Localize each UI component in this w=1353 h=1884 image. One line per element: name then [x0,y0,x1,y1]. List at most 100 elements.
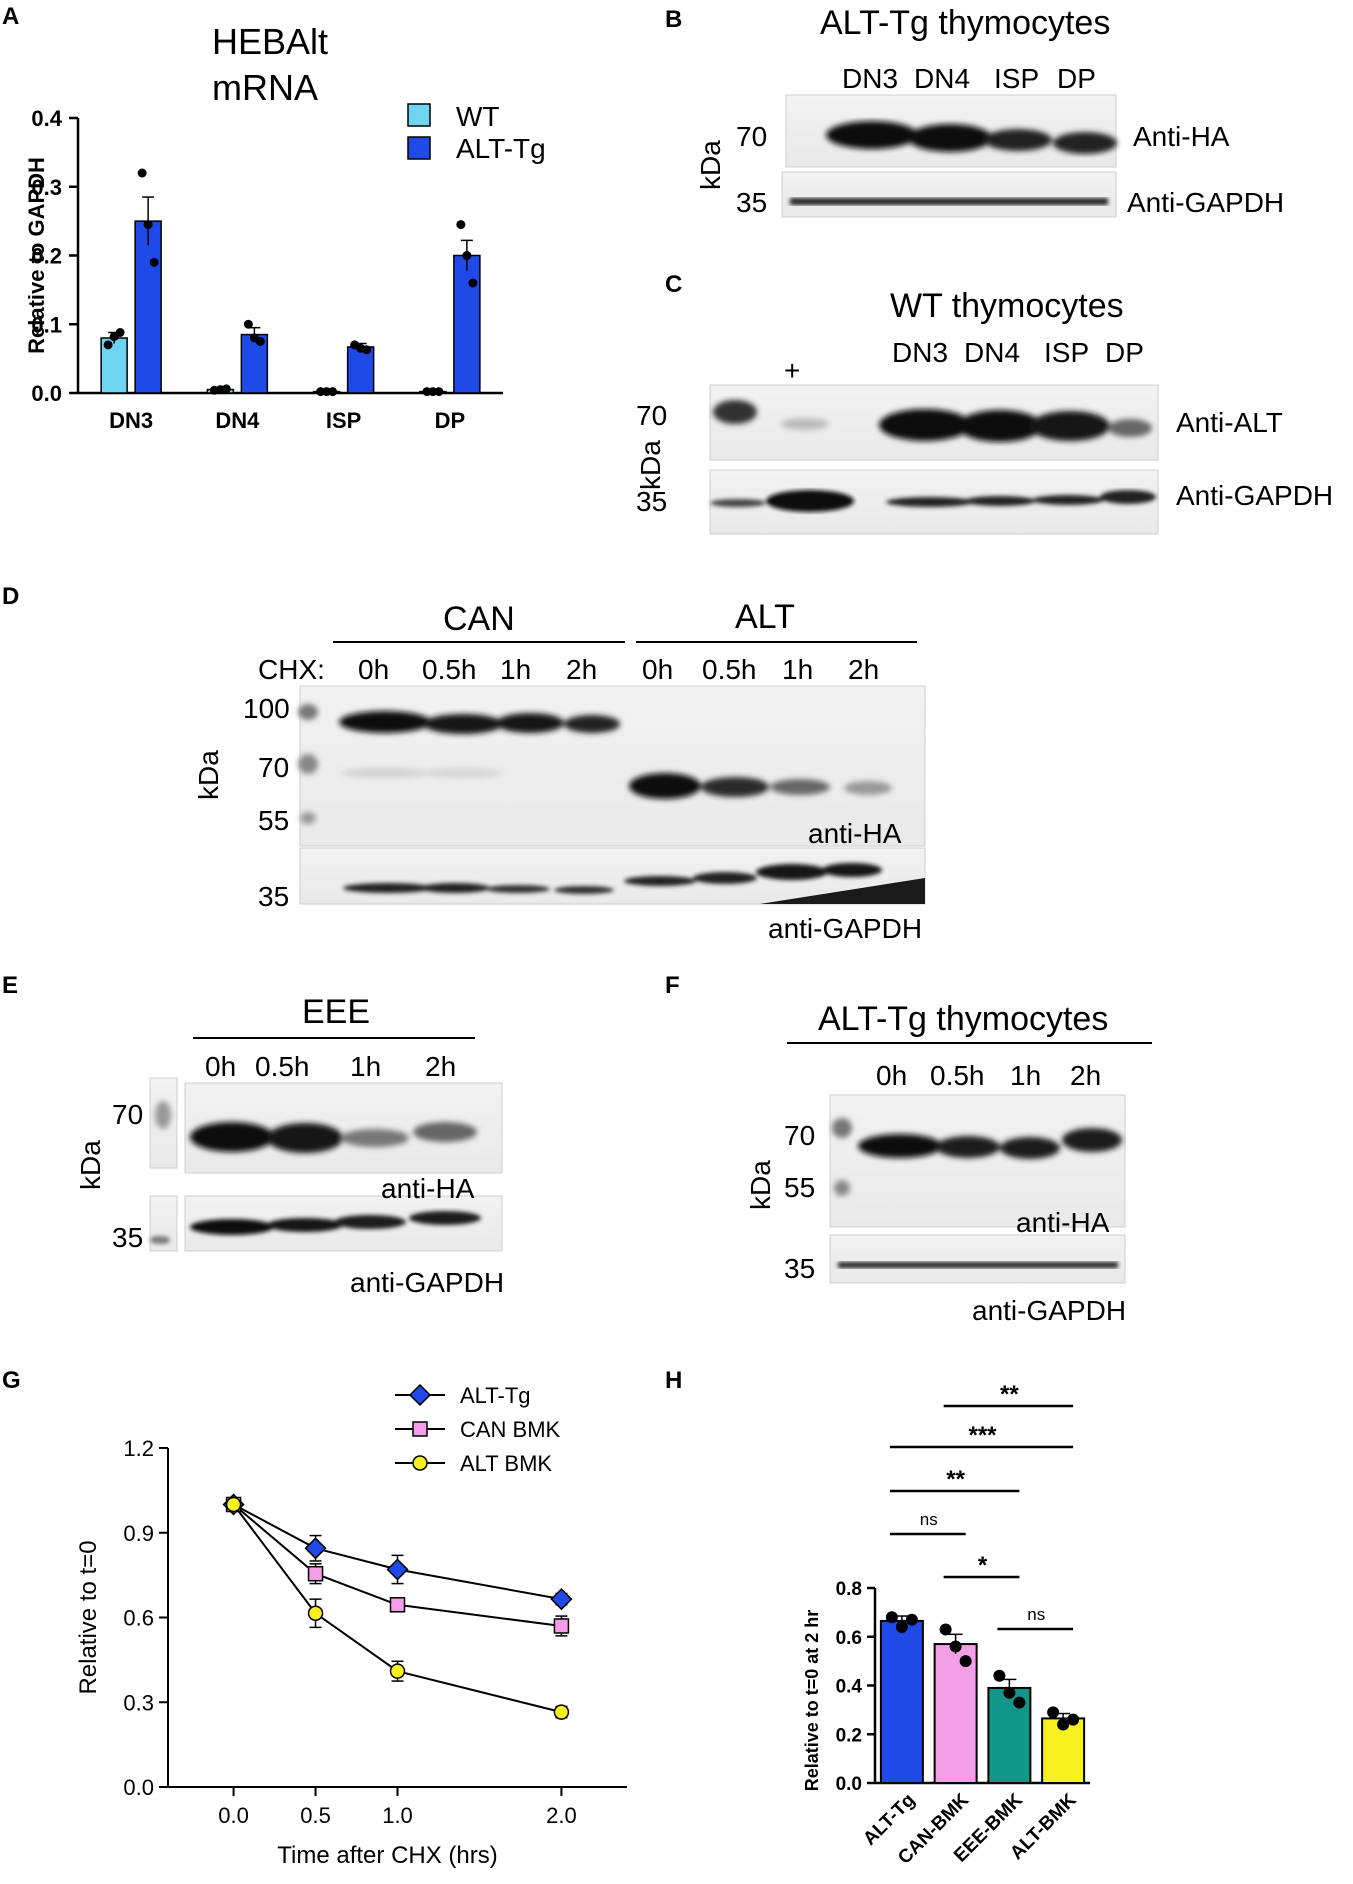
legend-label-alt-tg: ALT-Tg [456,133,546,164]
panel-a-data-point [434,387,444,397]
panel-a-y-tick-label: 0.4 [31,106,62,131]
panel-e-time-0h: 0h [205,1051,236,1082]
panel-a-x-tick-label: ISP [326,408,361,433]
panel-a-bar [240,333,269,394]
panel-f-marker-55: 55 [784,1172,815,1203]
panel-e-group-eee: EEE [302,993,370,1031]
panel-h-y-tick-label: 0.2 [836,1725,862,1746]
panel-d-label-anti-ha: anti-HA [808,818,902,849]
panel-h-y-tick-label: 0.6 [836,1628,862,1649]
panel-c-label-anti-gapdh: Anti-GAPDH [1176,480,1333,511]
panel-g-y-tick-label: 0.0 [123,1775,154,1800]
panel-g-data-point [553,1704,570,1720]
panel-d-marker-55: 55 [258,805,289,836]
panel-g-legend-label: ALT-Tg [460,1383,531,1408]
panel-f-gapdh-band [838,1262,1118,1268]
panel-h-y-tick-label: 0.4 [836,1677,863,1698]
panel-c-lane-dn4: DN4 [964,337,1020,368]
panel-g-x-tick-label: 0.5 [300,1803,331,1828]
legend-swatch-wt [407,103,431,127]
panel-a-data-point [221,384,231,394]
panel-g-legend-marker [412,1455,428,1471]
panel-f-ha-bands [832,1118,1122,1196]
panel-g-data-point [550,1588,573,1611]
panel-f-kda-label: kDa [745,1160,776,1210]
panel-e-label-anti-gapdh: anti-GAPDH [350,1267,504,1298]
panel-d-marker-70: 70 [258,752,289,783]
panel-a-data-point [462,251,472,260]
panel-h-data-point [895,1621,908,1633]
panel-d-ha-bands [298,704,892,824]
panel-a-y-tick-label: 0.2 [31,244,62,269]
panel-g-x-tick-label: 1.0 [382,1803,413,1828]
panel-g-line-chart: 0.0 0.3 0.6 0.9 1.2 0.0 0.5 1.0 2.0 Time after CH… [75,1383,627,1869]
panel-g-legend-marker [412,1421,428,1437]
panel-f-marker-35: 35 [784,1253,815,1284]
panel-d-label-anti-gapdh: anti-GAPDH [768,913,922,944]
panel-b-marker-35: 35 [736,187,767,218]
panel-a-bar [134,220,162,394]
panel-a-bar [453,254,481,394]
panel-g-series-line [232,1503,562,1627]
panel-c-kda-label: kDa [635,440,666,490]
panel-d-can-time-1h: 1h [500,654,531,685]
panel-e-western-blot: EEE 0h 0.5h 1h 2h 70 35 kDa anti-HA anti… [75,993,504,1298]
panel-g-data-point [386,1558,409,1581]
panel-a-data-point [115,328,125,337]
panel-g-series-line [232,1503,562,1714]
panel-f-marker-70: 70 [784,1120,815,1151]
panel-e-marker-35: 35 [112,1222,143,1253]
panel-a-x-tick-label: DN4 [215,408,260,433]
panel-a-data-point [143,220,153,230]
panel-f-label-anti-gapdh: anti-GAPDH [972,1295,1126,1326]
panel-f-title: ALT-Tg thymocytes [818,1000,1108,1038]
panel-b-blot-bottom [781,171,1117,218]
panel-a-y-tick-label: 0.0 [31,381,62,406]
panel-d-kda-label: kDa [193,750,224,800]
panel-g-data-point [225,1496,242,1513]
panel-a-data-point [328,387,338,397]
panel-f-time-0-5h: 0.5h [930,1060,985,1091]
panel-d-chx-label: CHX: [258,654,325,685]
panel-g-data-point [307,1605,324,1622]
panel-letter-a: A [2,3,19,30]
panel-e-time-2h: 2h [425,1051,456,1082]
panel-g-series-line [233,1503,562,1601]
panel-d-can-time-2h: 2h [566,654,597,685]
panel-a-data-point [456,220,466,230]
panel-h-significance-label: ns [1027,1605,1045,1624]
panel-h-data-point [993,1669,1006,1682]
panel-d-gapdh-bands [343,863,882,894]
panel-h-data-point [1057,1718,1070,1731]
panel-d-marker-100: 100 [243,693,290,724]
panel-a-bar [346,346,375,394]
panel-a-data-point [362,345,372,355]
panel-h-significance-label: ** [1000,1381,1019,1408]
panel-c-title: WT thymocytes [890,287,1124,325]
panel-h-significance-label: * [978,1552,988,1579]
panel-a-title-line-2: mRNA [212,67,318,108]
panel-b-ha-bands [826,121,1117,154]
panel-d-can-time-0h: 0h [358,654,389,685]
panel-e-gapdh-bands [150,1211,481,1244]
panel-c-control-lane: + [784,355,800,386]
panel-a-x-tick-label: DN3 [109,408,153,433]
panel-letter-e: E [2,972,18,999]
panel-g-data-point [304,1537,327,1560]
panel-c-marker-70: 70 [636,400,667,431]
panel-g-x-tick-label: 0.0 [218,1803,249,1828]
panel-e-time-0-5h: 0.5h [255,1051,310,1082]
panel-a-data-point [243,319,253,329]
panel-b-gapdh-band [790,198,1108,205]
panel-g-x-tick-label: 2.0 [546,1803,577,1828]
panel-e-label-anti-ha: anti-HA [381,1173,475,1204]
panel-g-x-axis-label: Time after CHX (hrs) [277,1842,497,1869]
panel-b-marker-70: 70 [736,121,767,152]
panel-h-y-tick-label: 0.8 [836,1579,862,1600]
panel-b-lane-dp: DP [1057,63,1096,94]
panel-letter-f: F [665,972,680,999]
panel-g-data-point [389,1663,406,1679]
panel-b-label-anti-ha: Anti-HA [1133,121,1230,152]
